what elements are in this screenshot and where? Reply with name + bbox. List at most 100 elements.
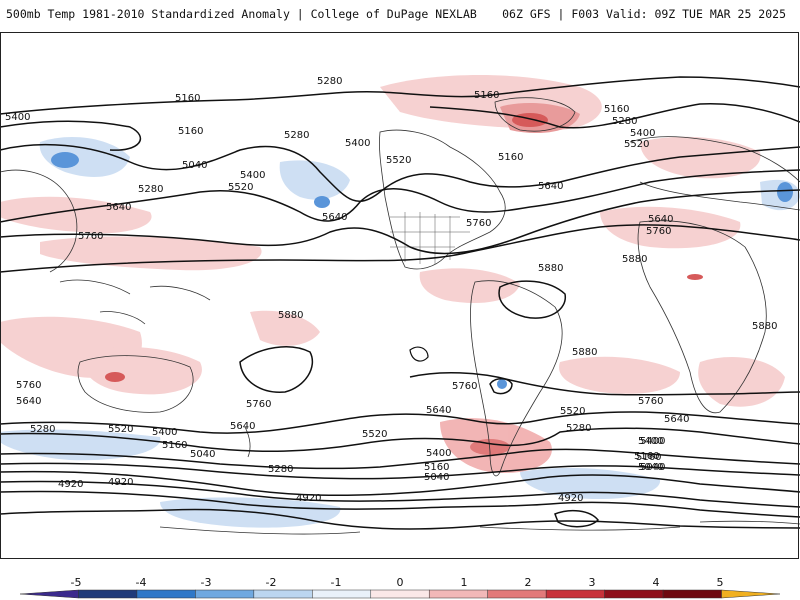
coast-maritime-continent — [59, 279, 211, 325]
colorbar-swatch — [428, 589, 488, 599]
colorbar-swatch — [312, 589, 372, 599]
contour-label: 5760 — [246, 399, 271, 410]
contour-5880-s — [409, 372, 800, 396]
contour-low-sa — [489, 378, 513, 395]
height-contours — [0, 76, 800, 530]
coast-greenland — [494, 97, 576, 132]
contour-label: 5280 — [317, 76, 342, 87]
anomaly-map[interactable]: 5280 5160 5400 5160 5040 5280 5520 5400 … — [0, 32, 800, 560]
contour-label: 5640 — [322, 212, 347, 223]
contour-label: 5880 — [752, 321, 777, 332]
strong-cold-cores — [51, 152, 793, 389]
colorbar-swatch — [487, 589, 547, 599]
contour-label: 5880 — [278, 310, 303, 321]
contour-label: 5520 — [228, 182, 253, 193]
contour-label: 5160 — [175, 93, 200, 104]
contour-label: 5760 — [78, 231, 103, 242]
colorbar-swatch — [136, 589, 196, 599]
colorbar-swatch — [662, 589, 722, 599]
colorbar-tick-label: -3 — [201, 576, 212, 589]
contour-5280-s — [0, 470, 800, 497]
colorbar-swatch — [545, 589, 605, 599]
colorbar-tick-label: 5 — [717, 576, 724, 589]
contour-5880-pacific — [239, 346, 314, 393]
contour-label: 5880 — [622, 254, 647, 265]
colorbar-swatch — [604, 589, 664, 599]
contour-5040-s — [0, 490, 800, 518]
colorbar-swatch — [78, 589, 138, 599]
colorbar-tick-label: -5 — [71, 576, 82, 589]
contour-label: 5760 — [16, 380, 41, 391]
warm-region-south-atlantic — [559, 356, 680, 394]
warm-region-europe — [640, 136, 761, 179]
map-title: 500mb Temp 1981-2010 Standardized Anomal… — [6, 7, 477, 21]
contour-label: 5280 — [566, 423, 591, 434]
warm-region-tropics-west — [40, 236, 262, 271]
contour-label: 5280 — [268, 464, 293, 475]
colorbar-swatches — [19, 589, 781, 599]
colorbar-tick-label: -2 — [266, 576, 277, 589]
contour-5160-s — [0, 480, 800, 508]
contour-south-pac-small — [409, 346, 429, 362]
contour-label: 5040 — [190, 449, 215, 460]
colorbar-swatch — [253, 589, 313, 599]
contour-5880-atlantic — [498, 280, 566, 319]
contour-5280-north — [0, 76, 800, 115]
cold-region-north-pacific — [279, 160, 350, 200]
contour-label: 5640 — [106, 202, 131, 213]
warm-region-north-africa — [600, 206, 741, 249]
colorbar-tick-label: 1 — [461, 576, 468, 589]
warm-anomaly-regions — [0, 74, 785, 473]
contour-label: 5160 — [162, 440, 187, 451]
model-valid-time: 06Z GFS | F003 Valid: 09Z TUE MAR 25 202… — [502, 7, 786, 21]
coast-australia — [77, 355, 194, 413]
contour-label: 5760 — [466, 218, 491, 229]
contour-label: 5400 — [152, 427, 177, 438]
colorbar-tick-label: 3 — [589, 576, 596, 589]
map-background — [0, 32, 800, 560]
contour-label: 5040 — [638, 462, 663, 473]
contour-label: 5160 — [424, 462, 449, 473]
contour-4920-s — [0, 508, 800, 530]
contour-label: 5760 — [638, 396, 663, 407]
contour-label: 5640 — [426, 405, 451, 416]
contour-label: 5280 — [612, 116, 637, 127]
contour-label: 5160 — [604, 104, 629, 115]
us-grid — [390, 212, 470, 264]
contour-labels: 5280 5160 5400 5160 5040 5280 5520 5400 … — [5, 76, 777, 504]
contour-4920-small — [554, 509, 600, 528]
contour-5520-s — [0, 448, 800, 470]
contour-label: 5640 — [538, 181, 563, 192]
contour-label: 5400 — [640, 436, 665, 447]
contour-label: 5160 — [636, 452, 661, 463]
contour-label: 5400 — [426, 448, 451, 459]
contour-label: 5400 — [630, 128, 655, 139]
contour-label: 5640 — [648, 214, 673, 225]
contour-label: 5520 — [560, 406, 585, 417]
contour-5400-pac — [0, 143, 800, 202]
contour-label: 5760 — [452, 381, 477, 392]
contour-label: 5040 — [424, 472, 449, 483]
coast-new-zealand — [244, 426, 251, 458]
colorbar-tick-label: -1 — [331, 576, 342, 589]
contour-label: 4920 — [558, 493, 583, 504]
colorbar-tick-label: 4 — [653, 576, 660, 589]
contour-label: 5760 — [646, 226, 671, 237]
contour-label: 5040 — [640, 462, 665, 473]
contour-label: 5280 — [138, 184, 163, 195]
contour-label: 4920 — [108, 477, 133, 488]
contour-label: 5640 — [664, 414, 689, 425]
contour-label: 5880 — [572, 347, 597, 358]
contour-label: 5520 — [386, 155, 411, 166]
coast-africa — [637, 220, 767, 414]
contour-label: 5520 — [108, 424, 133, 435]
contour-label: 5400 — [345, 138, 370, 149]
contour-label: 4920 — [296, 493, 321, 504]
coast-asia — [0, 169, 78, 273]
contour-5640 — [0, 189, 800, 255]
contour-label: 5280 — [30, 424, 55, 435]
coast-antarctica — [159, 520, 800, 535]
contour-label: 5640 — [16, 396, 41, 407]
coast-north-america — [379, 129, 506, 270]
contour-label: 5880 — [538, 263, 563, 274]
